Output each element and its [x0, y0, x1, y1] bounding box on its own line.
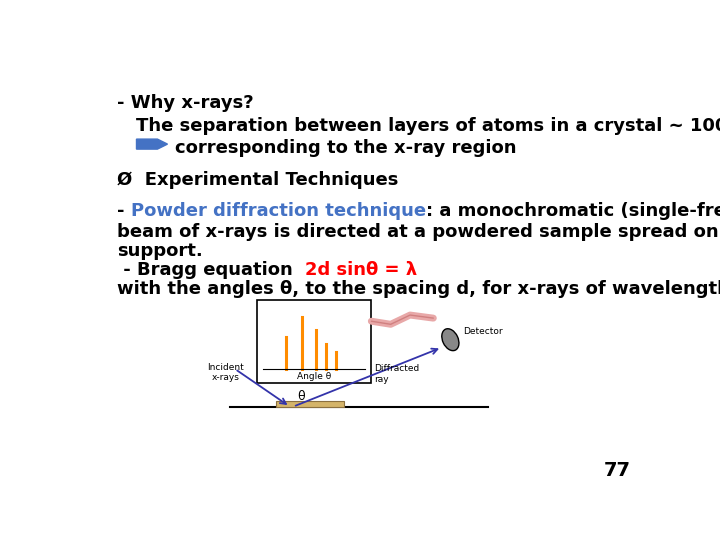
Bar: [276, 401, 344, 408]
Text: Diffracted
ray: Diffracted ray: [374, 364, 419, 383]
Text: support.: support.: [117, 242, 203, 260]
Text: 2d sinθ = λ: 2d sinθ = λ: [305, 261, 418, 279]
Text: Detector: Detector: [463, 327, 503, 336]
Text: corresponding to the x-ray region: corresponding to the x-ray region: [175, 139, 517, 157]
Text: with the angles θ, to the spacing d, for x-rays of wavelength λ: with the angles θ, to the spacing d, for…: [117, 280, 720, 299]
Text: Incident
x-rays: Incident x-rays: [207, 363, 244, 382]
Text: : a monochromatic (single-frequency): : a monochromatic (single-frequency): [426, 202, 720, 220]
Ellipse shape: [442, 329, 459, 350]
Text: 77: 77: [603, 461, 631, 481]
Text: beam of x-rays is directed at a powdered sample spread on a: beam of x-rays is directed at a powdered…: [117, 222, 720, 241]
Bar: [256, 300, 372, 383]
Text: -: -: [117, 202, 131, 220]
FancyArrow shape: [137, 139, 168, 149]
Text: - Why x-rays?: - Why x-rays?: [117, 94, 253, 112]
Text: Ø  Experimental Techniques: Ø Experimental Techniques: [117, 171, 398, 189]
Text: - Bragg equation: - Bragg equation: [117, 261, 305, 279]
Text: θ: θ: [297, 390, 305, 403]
Text: The separation between layers of atoms in a crystal ~ 100 pm: The separation between layers of atoms i…: [137, 117, 720, 135]
Text: Angle θ: Angle θ: [297, 372, 331, 381]
Text: Powder diffraction technique: Powder diffraction technique: [131, 202, 426, 220]
